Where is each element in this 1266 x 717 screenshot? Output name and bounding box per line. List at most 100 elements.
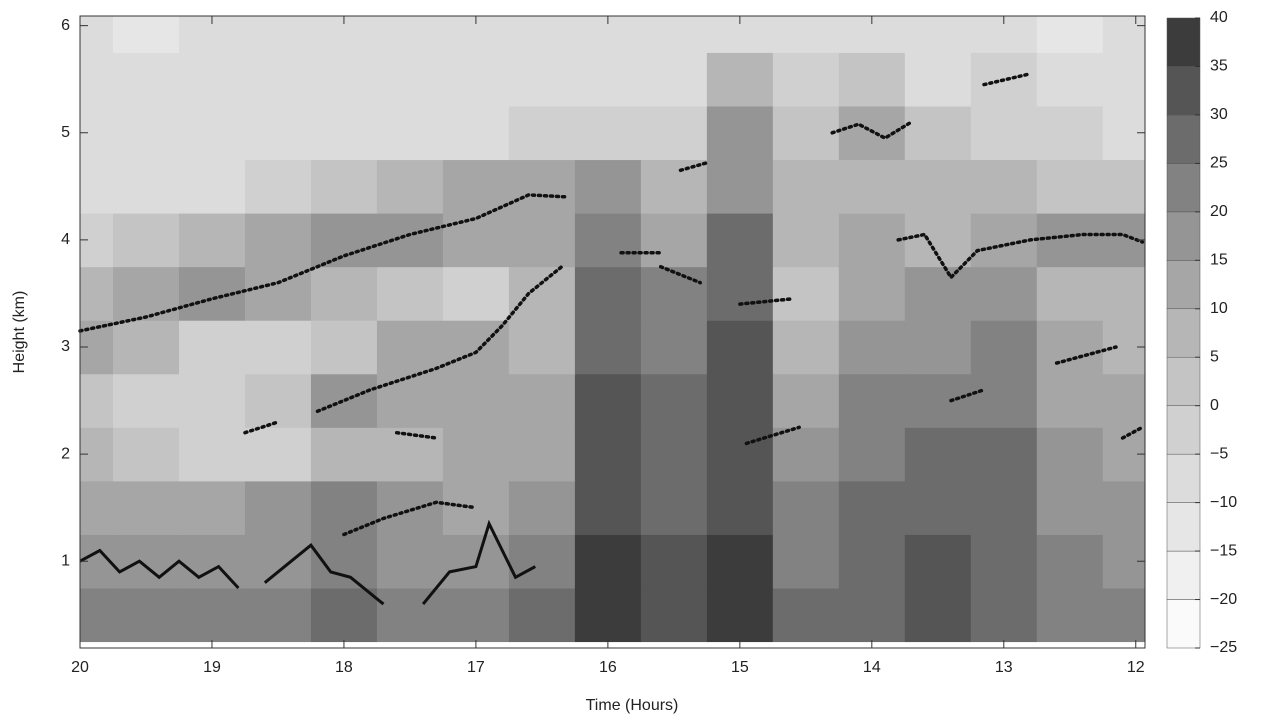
heat-cell <box>178 52 246 107</box>
heat-cell <box>706 52 774 107</box>
heat-cell <box>1036 373 1104 428</box>
heat-cell <box>508 534 576 589</box>
y-tick-label: 6 <box>61 17 70 34</box>
dotted-line <box>744 425 801 446</box>
colorbar-band <box>1166 502 1201 552</box>
heat-cell <box>244 480 312 535</box>
colorbar-tick-label: −10 <box>1210 494 1237 511</box>
heat-cell <box>640 159 708 214</box>
dotted-line <box>1054 345 1118 365</box>
heat-cell <box>376 588 444 643</box>
colorbar-band <box>1166 550 1201 600</box>
heat-cell <box>442 266 510 321</box>
heat-cell <box>640 266 708 321</box>
dotted-line <box>1120 425 1145 440</box>
dotted-line <box>982 72 1032 87</box>
heat-cell <box>112 320 180 375</box>
heat-cell <box>838 52 906 107</box>
colorbar-band <box>1166 114 1201 164</box>
colorbar-tick-label: 20 <box>1210 203 1228 220</box>
heat-cell <box>442 588 510 643</box>
heat-cell <box>706 534 774 589</box>
heat-cell <box>244 320 312 375</box>
heat-cell <box>112 480 180 535</box>
colorbar-band <box>1166 453 1201 503</box>
dotted-line <box>243 420 280 435</box>
dotted-line <box>896 232 1145 281</box>
x-tick-label: 15 <box>731 659 749 676</box>
heat-cell <box>508 52 576 107</box>
heat-cell <box>970 266 1038 321</box>
colorbar-band <box>1166 17 1201 67</box>
heat-cell <box>376 534 444 589</box>
heat-cell <box>442 105 510 161</box>
heat-cell <box>508 16 576 53</box>
heat-cell <box>376 105 444 161</box>
heat-cell <box>1102 373 1146 428</box>
heat-cell <box>376 213 444 268</box>
heat-cell <box>706 373 774 428</box>
heat-cell <box>640 105 708 161</box>
heat-cell <box>376 159 444 214</box>
heat-cell <box>1036 266 1104 321</box>
heat-cell <box>442 427 510 482</box>
heat-cell <box>772 480 840 535</box>
heat-cell <box>1036 534 1104 589</box>
dotted-line <box>78 193 571 333</box>
x-axis-label: Time (Hours) <box>586 697 679 714</box>
heat-cell <box>904 534 972 589</box>
heat-cell <box>772 588 840 643</box>
heat-cell <box>508 480 576 535</box>
heat-cell <box>904 588 972 643</box>
heat-cell <box>706 320 774 375</box>
heat-cell <box>112 266 180 321</box>
heat-cell <box>640 480 708 535</box>
heat-cell <box>574 320 642 375</box>
heat-cell <box>706 159 774 214</box>
heat-cell <box>574 213 642 268</box>
heat-cell <box>772 373 840 428</box>
heat-cell <box>310 534 378 589</box>
heat-cell <box>706 266 774 321</box>
heat-cell <box>904 320 972 375</box>
heat-cell <box>772 159 840 214</box>
heat-cell <box>838 320 906 375</box>
solid-line <box>79 548 240 590</box>
heat-cell <box>310 52 378 107</box>
heat-cell <box>178 373 246 428</box>
heat-cell <box>970 588 1038 643</box>
heat-cell <box>1102 159 1146 214</box>
heat-cell <box>706 480 774 535</box>
colorbar-tick-label: −20 <box>1210 591 1237 608</box>
heat-cell <box>310 320 378 375</box>
heat-cell <box>574 52 642 107</box>
colorbar-band <box>1166 356 1201 406</box>
heat-cell <box>838 480 906 535</box>
heat-cell <box>904 105 972 161</box>
heat-cell <box>244 427 312 482</box>
heat-cell <box>574 534 642 589</box>
heat-cell <box>80 373 114 428</box>
heat-cell <box>970 320 1038 375</box>
heat-cell <box>376 52 444 107</box>
colorbar-tick-label: −5 <box>1210 445 1228 462</box>
heat-cell <box>178 266 246 321</box>
heat-cell <box>970 159 1038 214</box>
heat-cell <box>244 52 312 107</box>
solid-line <box>421 519 537 606</box>
heat-cell <box>310 427 378 482</box>
heat-cell <box>112 588 180 643</box>
colorbar-band <box>1166 405 1201 455</box>
heat-cell <box>772 105 840 161</box>
y-tick-label: 1 <box>61 552 70 569</box>
x-tick-label: 14 <box>863 659 881 676</box>
heat-cell <box>112 534 180 589</box>
heat-cell <box>442 480 510 535</box>
heat-cell <box>970 213 1038 268</box>
colorbar-tick-label: 30 <box>1210 106 1228 123</box>
colorbar-tick-label: 40 <box>1210 9 1228 26</box>
heat-cell <box>442 159 510 214</box>
heat-cell <box>112 159 180 214</box>
heat-cell <box>772 52 840 107</box>
